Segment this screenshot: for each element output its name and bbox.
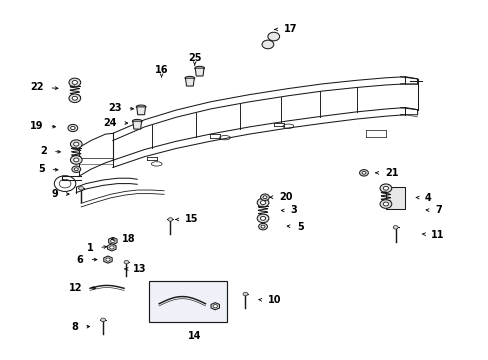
Circle shape bbox=[262, 40, 273, 49]
Circle shape bbox=[267, 32, 279, 41]
Text: 19: 19 bbox=[30, 121, 43, 131]
Polygon shape bbox=[211, 303, 219, 310]
Ellipse shape bbox=[132, 120, 142, 123]
Circle shape bbox=[70, 140, 82, 148]
Polygon shape bbox=[149, 281, 227, 321]
Circle shape bbox=[260, 216, 265, 220]
Circle shape bbox=[257, 198, 268, 207]
Circle shape bbox=[257, 214, 268, 223]
Circle shape bbox=[74, 142, 79, 146]
Circle shape bbox=[72, 96, 77, 100]
Polygon shape bbox=[185, 78, 194, 86]
Circle shape bbox=[263, 196, 266, 199]
Text: 25: 25 bbox=[187, 53, 201, 63]
Text: 21: 21 bbox=[384, 168, 398, 178]
Text: 4: 4 bbox=[424, 193, 431, 203]
Ellipse shape bbox=[136, 105, 146, 109]
Ellipse shape bbox=[194, 66, 204, 70]
Circle shape bbox=[260, 201, 265, 204]
Circle shape bbox=[260, 194, 269, 201]
Text: 12: 12 bbox=[69, 283, 82, 293]
Text: 23: 23 bbox=[108, 103, 122, 113]
Text: 2: 2 bbox=[40, 146, 47, 156]
Polygon shape bbox=[107, 244, 116, 251]
Polygon shape bbox=[133, 121, 142, 129]
Circle shape bbox=[213, 305, 217, 308]
Text: 14: 14 bbox=[187, 331, 201, 341]
Circle shape bbox=[258, 224, 267, 230]
Circle shape bbox=[72, 166, 81, 172]
Circle shape bbox=[361, 171, 365, 174]
Text: 5: 5 bbox=[297, 222, 303, 231]
Circle shape bbox=[167, 218, 172, 221]
Polygon shape bbox=[195, 68, 203, 76]
Text: 11: 11 bbox=[430, 230, 444, 239]
Circle shape bbox=[124, 260, 129, 264]
Circle shape bbox=[69, 94, 81, 103]
Circle shape bbox=[383, 186, 388, 190]
Circle shape bbox=[379, 184, 391, 193]
Circle shape bbox=[68, 125, 78, 132]
Text: 17: 17 bbox=[283, 24, 296, 35]
Circle shape bbox=[70, 156, 82, 164]
Circle shape bbox=[261, 225, 264, 228]
Text: 7: 7 bbox=[435, 206, 442, 216]
Text: 24: 24 bbox=[103, 118, 117, 128]
Circle shape bbox=[72, 81, 77, 84]
Text: 15: 15 bbox=[184, 215, 198, 224]
Text: 3: 3 bbox=[290, 206, 297, 216]
Polygon shape bbox=[108, 237, 117, 244]
Text: 1: 1 bbox=[86, 243, 93, 253]
Polygon shape bbox=[385, 187, 405, 209]
Circle shape bbox=[392, 226, 397, 229]
Circle shape bbox=[359, 170, 367, 176]
Circle shape bbox=[379, 200, 391, 208]
Text: 5: 5 bbox=[38, 164, 44, 174]
Circle shape bbox=[74, 168, 78, 171]
Text: 22: 22 bbox=[30, 82, 43, 93]
Circle shape bbox=[110, 239, 115, 243]
Text: 6: 6 bbox=[77, 255, 83, 265]
Circle shape bbox=[101, 318, 105, 321]
Polygon shape bbox=[137, 107, 145, 115]
Text: 20: 20 bbox=[279, 192, 292, 202]
Text: 13: 13 bbox=[133, 264, 146, 274]
Text: 10: 10 bbox=[267, 295, 281, 305]
Circle shape bbox=[109, 246, 114, 249]
Circle shape bbox=[71, 126, 75, 130]
Circle shape bbox=[69, 78, 81, 87]
Text: 16: 16 bbox=[155, 64, 168, 75]
Text: 18: 18 bbox=[122, 234, 135, 244]
Text: 8: 8 bbox=[72, 322, 79, 332]
Ellipse shape bbox=[184, 76, 194, 80]
Polygon shape bbox=[103, 256, 112, 263]
Text: 9: 9 bbox=[51, 189, 58, 199]
Circle shape bbox=[74, 158, 79, 162]
Circle shape bbox=[105, 258, 110, 261]
Circle shape bbox=[79, 186, 83, 190]
Circle shape bbox=[383, 202, 388, 206]
Circle shape bbox=[243, 292, 247, 296]
